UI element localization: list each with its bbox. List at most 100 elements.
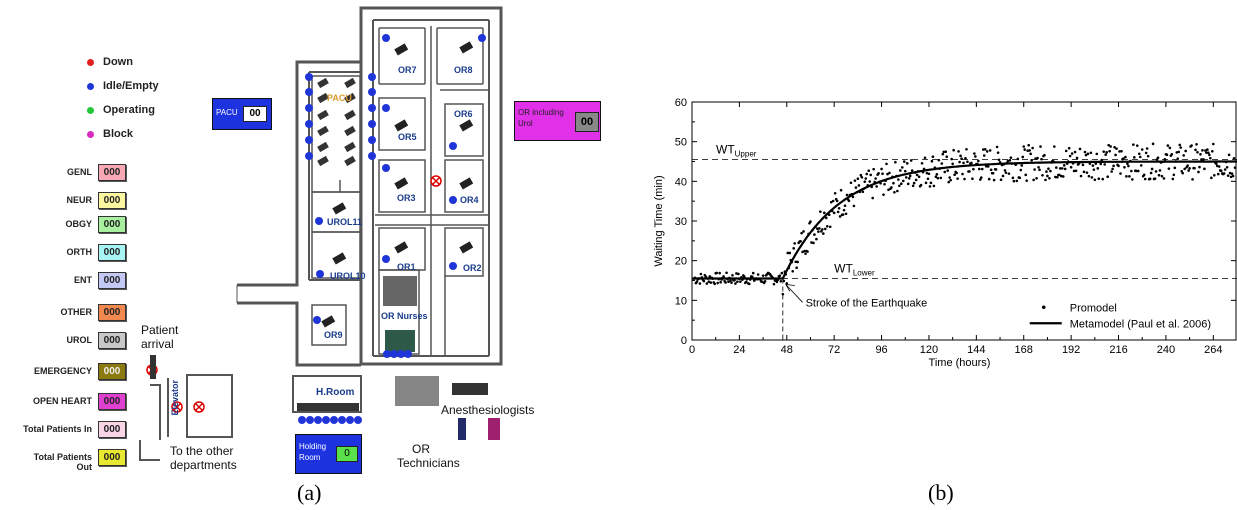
legend-label: Down — [103, 56, 133, 68]
promodel-point — [957, 150, 960, 153]
promodel-point — [1056, 175, 1059, 179]
promodel-point — [821, 228, 824, 231]
promodel-point — [823, 227, 827, 231]
category-counter: 000 — [98, 216, 126, 233]
promodel-point — [928, 185, 932, 188]
promodel-point — [986, 165, 990, 168]
y-tick-label: 20 — [675, 256, 687, 268]
promodel-point — [845, 193, 849, 197]
promodel-point — [719, 280, 722, 284]
promodel-point — [911, 184, 915, 188]
promodel-point — [1178, 143, 1182, 147]
promodel-point — [979, 176, 983, 179]
promodel-point — [794, 260, 797, 264]
promodel-point — [1145, 147, 1149, 150]
x-tick-label: 48 — [781, 344, 793, 356]
idle-dot — [338, 416, 346, 424]
promodel-point — [1123, 165, 1126, 169]
or-technicians-label: OR Technicians — [397, 442, 460, 470]
promodel-point — [868, 180, 872, 183]
promodel-point — [869, 173, 873, 177]
promodel-point — [786, 251, 790, 255]
promodel-point — [835, 199, 839, 203]
promodel-point — [837, 206, 841, 210]
promodel-point — [872, 167, 875, 171]
promodel-point — [1191, 178, 1194, 181]
promodel-point — [963, 177, 966, 181]
category-label: Total Patients In — [23, 424, 92, 434]
idle-dot — [368, 73, 376, 81]
promodel-point — [940, 162, 944, 165]
promodel-point — [978, 178, 982, 181]
patient-arrival-label: Patient arrival — [141, 323, 179, 351]
promodel-point — [816, 227, 819, 231]
promodel-point — [1195, 142, 1198, 146]
promodel-point — [772, 282, 776, 286]
promodel-point — [1036, 156, 1039, 160]
category-counter: 000 — [98, 304, 126, 321]
promodel-point — [736, 280, 739, 283]
promodel-point — [1158, 169, 1162, 172]
promodel-point — [982, 154, 986, 157]
promodel-point — [775, 280, 779, 284]
promodel-point — [1053, 145, 1056, 148]
promodel-point — [1186, 164, 1189, 167]
promodel-point — [1111, 167, 1114, 171]
promodel-point — [1114, 153, 1117, 157]
category-label: OTHER — [60, 307, 93, 317]
promodel-point — [1196, 150, 1199, 154]
promodel-point — [842, 208, 846, 212]
y-tick-label: 10 — [675, 295, 687, 307]
promodel-point — [1068, 154, 1072, 158]
promodel-point — [1105, 151, 1108, 154]
promodel-point — [996, 151, 1000, 154]
wt-lower-label: WTLower — [834, 262, 875, 278]
promodel-point — [800, 231, 803, 235]
promodel-point — [1102, 150, 1106, 153]
promodel-point — [980, 167, 984, 171]
promodel-point — [951, 162, 954, 166]
category-counter: 000 — [98, 421, 126, 438]
or-nurses-label: OR Nurses — [381, 311, 428, 321]
promodel-point — [1127, 164, 1130, 168]
promodel-point — [1022, 145, 1026, 148]
promodel-point — [927, 172, 931, 176]
idle-dot — [354, 416, 362, 424]
promodel-point — [1227, 153, 1231, 157]
promodel-point — [939, 176, 943, 180]
promodel-point — [904, 176, 908, 179]
promodel-point — [924, 181, 928, 185]
promodel-point — [825, 224, 829, 228]
promodel-point — [1188, 167, 1191, 170]
promodel-point — [1091, 164, 1095, 167]
promodel-point — [1112, 164, 1115, 168]
promodel-point — [881, 172, 884, 176]
promodel-point — [795, 266, 798, 270]
promodel-point — [955, 171, 958, 175]
promodel-point — [1083, 150, 1087, 154]
promodel-point — [1210, 176, 1213, 180]
promodel-point — [934, 175, 938, 179]
promodel-point — [1226, 174, 1230, 177]
wt-upper-label: WTUpper — [716, 143, 757, 159]
promodel-point — [859, 173, 863, 177]
promodel-point — [1133, 156, 1136, 159]
promodel-point — [1232, 157, 1236, 160]
promodel-point — [718, 271, 721, 275]
promodel-point — [1233, 166, 1237, 169]
category-label: GENL — [66, 167, 92, 177]
promodel-point — [804, 252, 807, 256]
promodel-point — [1028, 149, 1031, 152]
promodel-point — [1069, 165, 1073, 169]
promodel-point — [791, 269, 795, 273]
room-urol10: UROL10 — [330, 271, 366, 281]
promodel-point — [1190, 144, 1193, 147]
promodel-point — [1023, 148, 1027, 151]
promodel-point — [1026, 149, 1029, 153]
promodel-point — [1043, 153, 1046, 157]
promodel-point — [968, 170, 971, 173]
x-tick-label: 96 — [875, 344, 887, 356]
holding-room-label: Holding Room — [299, 442, 327, 462]
promodel-point — [1008, 159, 1012, 162]
idle-dot — [314, 416, 322, 424]
